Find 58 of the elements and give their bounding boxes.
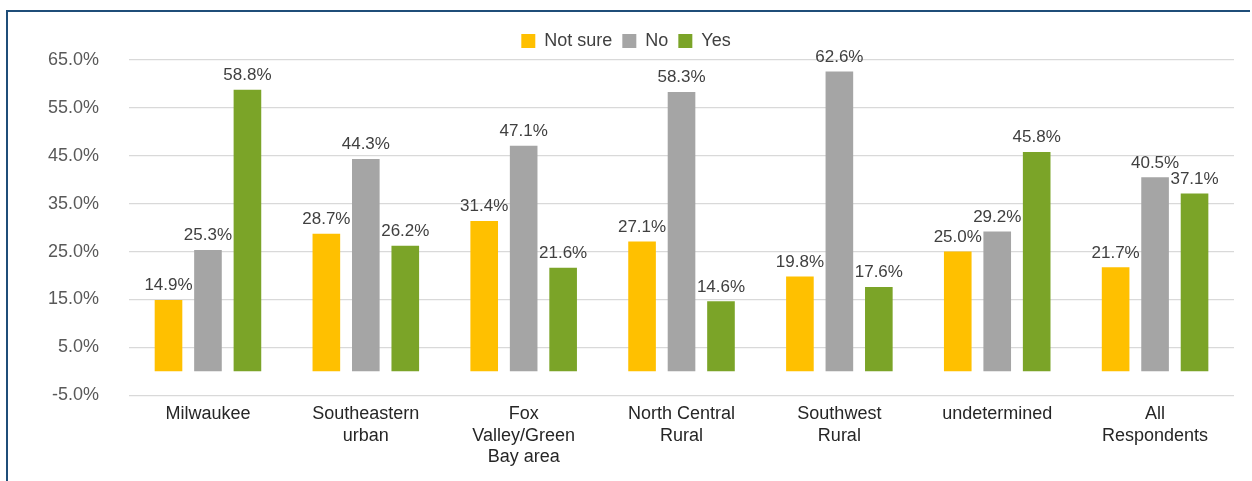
x-tick-label: undetermined	[942, 402, 1053, 423]
y-tick-label: 45.0%	[47, 144, 100, 165]
y-tick-label: 55.0%	[47, 96, 100, 117]
x-tick-label: All Respondents	[1102, 402, 1209, 445]
bar	[154, 299, 183, 372]
bar	[943, 251, 972, 372]
bar	[667, 92, 696, 372]
legend-label: Not sure	[544, 29, 613, 50]
x-tick-label: Southwest Rural	[797, 402, 882, 445]
bar	[1022, 151, 1051, 372]
data-label: 21.6%	[539, 243, 588, 263]
bar	[470, 220, 499, 372]
data-label: 29.2%	[973, 206, 1022, 226]
bar	[391, 245, 420, 372]
data-label: 25.0%	[933, 226, 982, 246]
bar	[628, 241, 656, 372]
bar	[983, 231, 1012, 372]
y-tick-label: 5.0%	[58, 336, 100, 357]
y-tick-label: 35.0%	[47, 192, 100, 213]
y-tick-label: 15.0%	[47, 288, 100, 309]
data-label: 62.6%	[815, 46, 864, 66]
data-label: 31.4%	[460, 196, 509, 216]
data-label: 44.3%	[341, 134, 390, 154]
bar	[786, 276, 814, 372]
bar	[1180, 193, 1209, 372]
data-label: 26.2%	[381, 220, 430, 240]
data-label: 28.7%	[302, 209, 351, 229]
x-tick-label: Milwaukee	[165, 402, 251, 423]
data-label: 58.8%	[223, 64, 272, 84]
legend-label: Yes	[701, 29, 731, 50]
bar	[233, 89, 262, 372]
data-label: 47.1%	[499, 120, 548, 140]
bar	[509, 145, 538, 372]
legend-label: No	[645, 29, 669, 50]
data-label: 14.6%	[696, 276, 746, 296]
bar	[194, 250, 222, 372]
data-label: 27.1%	[617, 216, 667, 236]
bar	[707, 301, 735, 372]
y-tick-label: 25.0%	[47, 240, 100, 261]
data-label: 58.3%	[657, 67, 706, 87]
data-label: 14.9%	[144, 275, 193, 295]
bar	[1141, 177, 1169, 372]
y-tick-label: -5.0%	[52, 384, 100, 405]
bar	[312, 233, 341, 372]
bar	[865, 286, 893, 372]
data-label: 45.8%	[1012, 127, 1061, 147]
data-label: 19.8%	[775, 251, 825, 271]
bar	[549, 267, 577, 372]
x-tick-label: Fox Valley/Green Bay area	[472, 402, 576, 467]
x-tick-label: Southeastern urban	[312, 402, 420, 445]
bar	[825, 71, 854, 372]
y-tick-label: 65.0%	[47, 48, 100, 69]
data-label: 25.3%	[183, 225, 233, 245]
data-label: 17.6%	[854, 262, 903, 282]
bar	[1101, 267, 1130, 372]
bar	[352, 159, 380, 372]
x-tick-label: North Central Rural	[628, 402, 736, 445]
data-label: 21.7%	[1091, 242, 1140, 262]
